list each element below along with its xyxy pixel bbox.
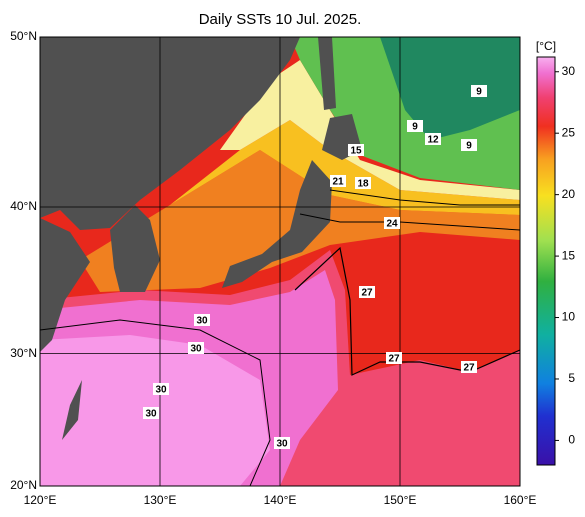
title: Daily SSTs 10 Jul. 2025. — [199, 11, 362, 28]
lat-tick-label: 20°N — [10, 478, 37, 492]
contour-label-box — [425, 133, 441, 145]
colorbar — [536, 56, 556, 466]
contour-label-box — [153, 383, 169, 395]
contour-label: 30 — [196, 316, 208, 327]
lat-tick-label: 40°N — [10, 199, 37, 213]
contour-label-box — [461, 139, 477, 151]
contour-label-box — [359, 286, 375, 298]
colorbar-tick-label: 0 — [568, 433, 575, 447]
lat-tick-label: 30°N — [10, 346, 37, 360]
contour-label: 12 — [427, 135, 439, 146]
colorbar-tick-label: 20 — [562, 187, 576, 201]
contour-label-box — [407, 120, 423, 132]
contour-label: 30 — [276, 439, 288, 450]
contour-label-box — [330, 175, 346, 187]
contour-label: 18 — [357, 179, 369, 190]
colorbar-tick-label: 25 — [562, 125, 576, 139]
contour-label-box — [386, 352, 402, 364]
lon-tick-label: 150°E — [384, 493, 417, 507]
contour-label: 27 — [361, 288, 373, 299]
contour-label: 21 — [332, 177, 344, 188]
contour-label: 30 — [155, 385, 167, 396]
contour-label: 15 — [350, 146, 362, 157]
contour-label: 24 — [386, 219, 398, 230]
contour-label: 9 — [466, 141, 472, 152]
contour-label-box — [143, 407, 159, 419]
sst-field — [40, 37, 520, 486]
contour-label-box — [471, 85, 487, 97]
contour-label-box — [461, 361, 477, 373]
lon-tick-label: 140°E — [264, 493, 297, 507]
colorbar-unit: [°C] — [536, 39, 556, 53]
contour-label-box — [188, 342, 204, 354]
colorbar-tick-label: 10 — [562, 310, 576, 324]
contour-label: 27 — [388, 354, 400, 365]
map-frame — [39, 36, 521, 487]
colorbar-tick-label: 15 — [562, 248, 576, 262]
contour-label: 30 — [145, 409, 157, 420]
lon-tick-label: 120°E — [24, 493, 57, 507]
colorbar-tick-label: 5 — [568, 371, 575, 385]
contour-label-box — [355, 177, 371, 189]
contour-label: 30 — [190, 344, 202, 355]
lon-tick-label: 130°E — [144, 493, 177, 507]
lat-tick-label: 50°N — [10, 29, 37, 43]
contour-label: 9 — [412, 122, 418, 133]
contour-label-box — [384, 217, 400, 229]
contour-label: 9 — [476, 87, 482, 98]
contour-label-box — [274, 437, 290, 449]
contour-label-box — [348, 144, 364, 156]
lon-tick-label: 160°E — [504, 493, 537, 507]
contour-label: 27 — [463, 363, 475, 374]
colorbar-tick-label: 30 — [562, 64, 576, 78]
contour-label-box — [194, 314, 210, 326]
